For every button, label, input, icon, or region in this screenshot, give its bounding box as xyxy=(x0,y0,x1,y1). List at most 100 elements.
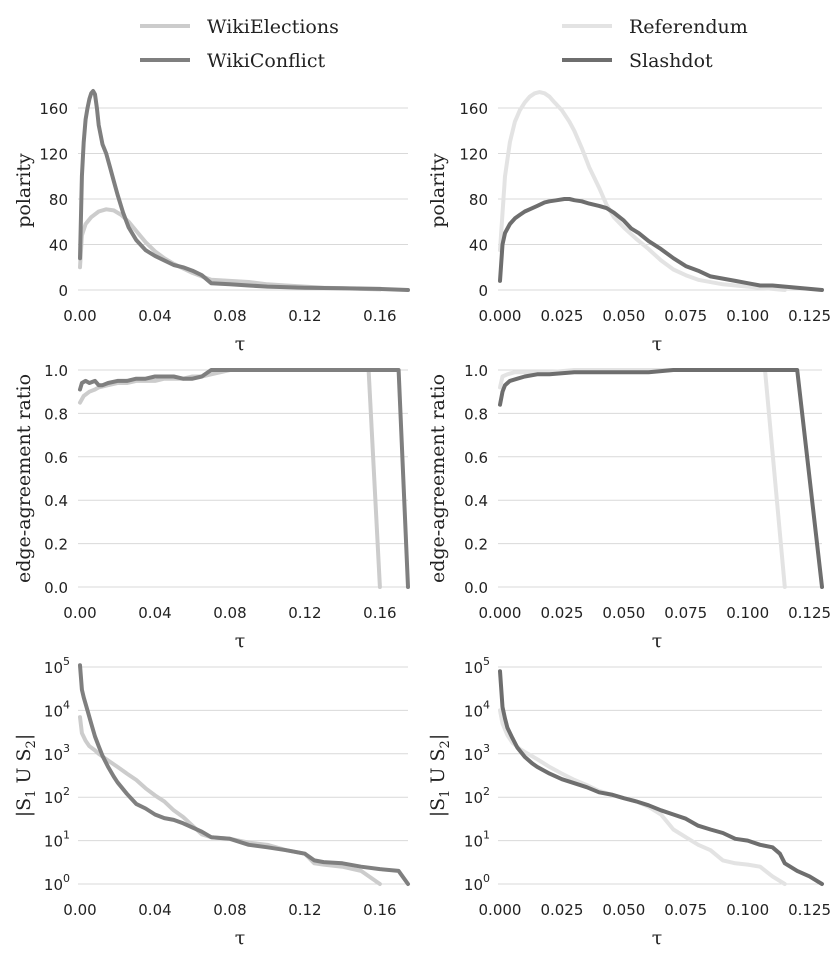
series-line-referendum xyxy=(498,368,787,589)
y-tick-label: 0.4 xyxy=(44,492,68,510)
series-line-wikiconflict xyxy=(78,368,410,589)
x-tick-label: 0.075 xyxy=(664,901,707,919)
x-tick-label: 0.125 xyxy=(788,901,830,919)
y-tick-label: 103 xyxy=(44,742,70,764)
y-tick-label: 0.2 xyxy=(44,536,68,554)
x-tick-label: 0.050 xyxy=(602,307,645,325)
x-tick-label: 0.04 xyxy=(138,604,171,622)
x-tick-label: 0.12 xyxy=(288,307,321,325)
x-tick-label: 0.00 xyxy=(63,604,96,622)
panel-agreement-wiki: 0.0 0.2 0.4 0.6 0.8 1.0 0.00 0.04 0.08 0.12 0.16 τ e… xyxy=(13,362,410,652)
y-tick-label: 105 xyxy=(44,655,70,677)
y-tick-label: 102 xyxy=(44,785,70,807)
y-tick-label: 0.8 xyxy=(464,405,488,423)
panel-agreement-referendum-slashdot: 0.0 0.2 0.4 0.6 0.8 1.0 0.000 0.025 0.050 0.075 0.… xyxy=(427,362,830,652)
x-tick-label: 0.025 xyxy=(540,604,583,622)
x-tick-label: 0.04 xyxy=(138,901,171,919)
y-tick-label: 160 xyxy=(39,100,68,118)
x-axis-label: τ xyxy=(652,333,663,355)
x-tick-label: 0.12 xyxy=(288,901,321,919)
y-tick-label: 104 xyxy=(464,698,490,720)
y-tick-label: 101 xyxy=(464,829,490,851)
legend-label-wikielections: WikiElections xyxy=(207,16,339,38)
x-tick-label: 0.100 xyxy=(726,307,769,325)
y-tick-label: 0.8 xyxy=(44,405,68,423)
panel-polarity-referendum-slashdot: 0 40 80 120 160 0.000 0.025 0.050 0.075 0.100 0.12… xyxy=(427,90,830,355)
series-line-slashdot xyxy=(498,197,824,292)
series-line-slashdot xyxy=(498,669,824,886)
y-tick-label: 0 xyxy=(58,282,68,300)
y-tick-label: 101 xyxy=(44,829,70,851)
series-line-wikielections xyxy=(78,368,382,589)
x-tick-label: 0.00 xyxy=(63,901,96,919)
x-axis-label: τ xyxy=(235,927,246,949)
x-tick-label: 0.00 xyxy=(63,307,96,325)
x-axis-label: τ xyxy=(652,630,663,652)
x-tick-label: 0.000 xyxy=(479,604,522,622)
legend-left: WikiElections WikiConflict xyxy=(140,16,339,72)
series-line-wikiconflict xyxy=(78,663,410,886)
panel-polarity-wiki: 0 40 80 120 160 0.00 0.04 0.08 0.12 0.16 τ polarity xyxy=(13,89,410,355)
legend-label-wikiconflict: WikiConflict xyxy=(207,50,325,72)
x-tick-label: 0.025 xyxy=(540,901,583,919)
y-tick-label: 0.0 xyxy=(44,579,68,597)
y-tick-label: 0.0 xyxy=(464,579,488,597)
x-tick-label: 0.16 xyxy=(363,307,396,325)
y-axis-label: edge-agreement ratio xyxy=(13,374,35,583)
x-tick-label: 0.125 xyxy=(788,307,830,325)
y-tick-label: 0.2 xyxy=(464,536,488,554)
x-axis-label: τ xyxy=(235,630,246,652)
y-axis-label: |S1 U S2| xyxy=(427,734,453,818)
y-tick-label: 80 xyxy=(469,191,488,209)
y-tick-label: 0.6 xyxy=(44,449,68,467)
series-line-slashdot xyxy=(498,368,824,589)
x-tick-label: 0.16 xyxy=(363,604,396,622)
legend-label-referendum: Referendum xyxy=(629,16,748,38)
x-tick-label: 0.075 xyxy=(664,307,707,325)
y-tick-label: 100 xyxy=(464,872,490,894)
x-tick-label: 0.125 xyxy=(788,604,830,622)
y-axis-label: edge-agreement ratio xyxy=(427,374,449,583)
y-tick-label: 104 xyxy=(44,698,70,720)
x-axis-label: τ xyxy=(235,333,246,355)
y-tick-label: 103 xyxy=(464,742,490,764)
x-tick-label: 0.08 xyxy=(213,604,246,622)
x-tick-label: 0.025 xyxy=(540,307,583,325)
y-tick-label: 40 xyxy=(49,237,68,255)
y-tick-label: 100 xyxy=(44,872,70,894)
y-axis-label: polarity xyxy=(13,153,35,228)
x-tick-label: 0.000 xyxy=(479,307,522,325)
y-tick-label: 0.6 xyxy=(464,449,488,467)
y-tick-label: 80 xyxy=(49,191,68,209)
x-tick-label: 0.000 xyxy=(479,901,522,919)
y-tick-label: 1.0 xyxy=(44,362,68,380)
y-axis-label: |S1 U S2| xyxy=(13,734,39,818)
panel-size-referendum-slashdot: 100 101 102 103 104 105 0.000 0.025 0.050 0.075 0.… xyxy=(427,655,830,949)
x-tick-label: 0.050 xyxy=(602,901,645,919)
y-tick-label: 40 xyxy=(469,237,488,255)
y-tick-label: 160 xyxy=(459,100,488,118)
series-line-wikiconflict xyxy=(78,89,410,292)
y-tick-label: 0 xyxy=(478,282,488,300)
y-axis-label: polarity xyxy=(427,153,449,228)
x-tick-label: 0.04 xyxy=(138,307,171,325)
legend-label-slashdot: Slashdot xyxy=(629,50,713,72)
legend-right: Referendum Slashdot xyxy=(562,16,748,72)
y-tick-label: 105 xyxy=(464,655,490,677)
y-tick-label: 102 xyxy=(464,785,490,807)
y-tick-label: 120 xyxy=(459,146,488,164)
y-tick-label: 0.4 xyxy=(464,492,488,510)
x-tick-label: 0.08 xyxy=(213,901,246,919)
x-tick-label: 0.100 xyxy=(726,604,769,622)
x-tick-label: 0.100 xyxy=(726,901,769,919)
x-tick-label: 0.050 xyxy=(602,604,645,622)
x-axis-label: τ xyxy=(652,927,663,949)
x-tick-label: 0.16 xyxy=(363,901,396,919)
x-tick-label: 0.075 xyxy=(664,604,707,622)
x-tick-label: 0.08 xyxy=(213,307,246,325)
series-line-wikielections xyxy=(78,715,382,886)
y-tick-label: 1.0 xyxy=(464,362,488,380)
series-line-referendum xyxy=(498,90,787,292)
x-tick-label: 0.12 xyxy=(288,604,321,622)
